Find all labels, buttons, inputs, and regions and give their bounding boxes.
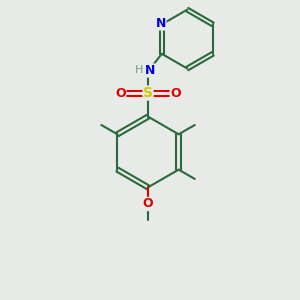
Text: O: O [170, 87, 181, 100]
Text: N: N [145, 64, 155, 77]
Text: H: H [135, 64, 143, 74]
Text: O: O [143, 197, 153, 211]
Text: O: O [115, 87, 126, 100]
Text: S: S [143, 86, 153, 100]
Text: N: N [156, 17, 166, 30]
